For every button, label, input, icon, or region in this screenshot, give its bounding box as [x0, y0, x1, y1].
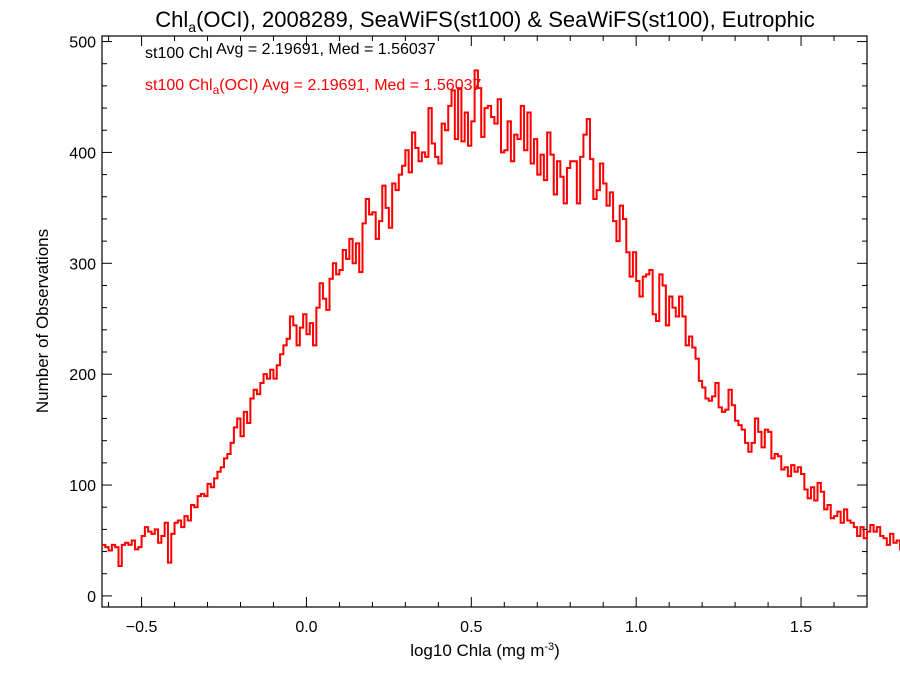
y-tick-label: 300 [69, 256, 96, 273]
stat-annotation-subscript: a [213, 83, 220, 97]
y-axis-label: Number of Observations [33, 229, 52, 413]
y-tick-label: 500 [69, 35, 96, 52]
x-axis: −0.5 0.0 0.5 1.0 1.5 [108, 36, 868, 636]
x-tick-label: 0.5 [460, 619, 482, 636]
y-tick-label: 0 [87, 589, 96, 606]
x-axis-label: log10 Chla (mg m-3) [410, 641, 560, 660]
x-axis-label-superscript: -3 [544, 641, 554, 653]
x-tick-label: 1.0 [625, 619, 647, 636]
y-tick-label: 100 [69, 478, 96, 495]
chart-title-subscript: a [188, 19, 196, 35]
y-tick-label: 400 [69, 145, 96, 162]
y-axis: 0 100 200 300 400 500 [69, 35, 867, 606]
series-layer [102, 69, 900, 567]
x-tick-label: −0.5 [126, 619, 158, 636]
x-tick-label: 1.5 [790, 619, 812, 636]
x-tick-label: 0.0 [295, 619, 317, 636]
stat-annotation-black: st100 Chl Avg = 2.19691, Med = 1.56037 [145, 41, 436, 62]
chart-title: Chla(OCI), 2008289, SeaWiFS(st100) & Sea… [155, 7, 815, 35]
histogram-series-1 [102, 69, 900, 567]
plot-frame [101, 35, 868, 608]
y-tick-label: 200 [69, 367, 96, 384]
stat-annotation-red: st100 Chla(OCI) Avg = 2.19691, Med = 1.5… [145, 77, 481, 97]
